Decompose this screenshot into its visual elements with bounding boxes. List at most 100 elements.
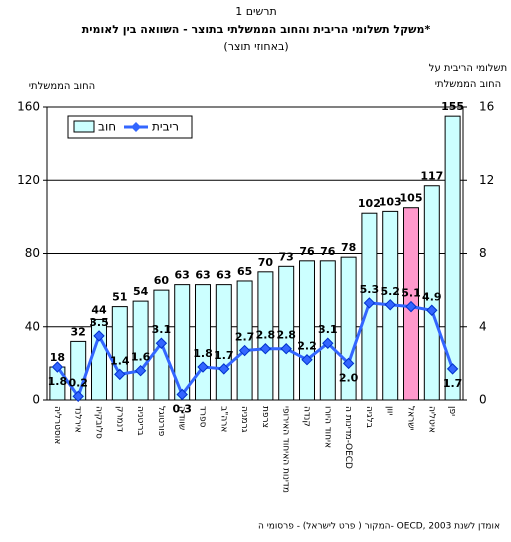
y2-tick-label: 4 bbox=[479, 319, 487, 333]
bar-value-label: 155 bbox=[441, 100, 464, 113]
bar-value-label: 102 bbox=[358, 197, 381, 210]
line-marker bbox=[301, 354, 313, 366]
line-value-label: 5.1 bbox=[401, 287, 421, 300]
line-value-label: 2.8 bbox=[256, 329, 276, 342]
line-value-label: 1.8 bbox=[193, 347, 213, 360]
x-tick-label: ארה"ב bbox=[218, 406, 228, 432]
line-marker bbox=[446, 363, 459, 375]
bar-value-label: 78 bbox=[341, 241, 356, 254]
legend-swatch bbox=[73, 120, 95, 133]
x-tick-label: שוודיה bbox=[177, 406, 187, 430]
x-tick-label: גרמניה bbox=[239, 406, 249, 433]
line-marker bbox=[197, 361, 209, 373]
x-tick-label: יוון bbox=[385, 406, 395, 415]
y2-axis-label: החוב הממשלתי bbox=[435, 79, 501, 90]
bar bbox=[215, 284, 232, 401]
line-value-label: 4.9 bbox=[422, 290, 442, 303]
line-marker bbox=[363, 297, 376, 309]
line-marker bbox=[426, 304, 438, 316]
line-value-label: 2.0 bbox=[339, 371, 359, 384]
x-tick-label: ספרד bbox=[198, 406, 208, 428]
y2-tick-label: 0 bbox=[479, 393, 487, 407]
legend-label: חוב bbox=[98, 120, 116, 134]
x-tick-label: בלגיה bbox=[364, 406, 374, 428]
legend-label: ריבית bbox=[152, 120, 179, 134]
y2-tick-label: 16 bbox=[479, 100, 494, 114]
x-tick-label: ישראל bbox=[406, 406, 416, 431]
line-value-label: 0.2 bbox=[68, 376, 88, 389]
line-marker bbox=[342, 357, 355, 370]
bar-value-label: 117 bbox=[420, 170, 443, 183]
x-tick-label: בריטניה bbox=[135, 406, 145, 436]
x-tick-label: דנמרק bbox=[114, 406, 124, 432]
bar bbox=[444, 115, 461, 401]
line-value-label: 1.6 bbox=[131, 351, 151, 364]
line-marker bbox=[259, 343, 272, 355]
bar-value-label: 103 bbox=[379, 195, 402, 208]
bar-value-label: 51 bbox=[112, 291, 127, 304]
bar-value-label: 105 bbox=[400, 192, 423, 205]
x-tick-label: פורטוגל bbox=[156, 406, 166, 437]
bar bbox=[423, 185, 440, 401]
line-value-label: 1.4 bbox=[110, 354, 130, 367]
line-value-label: 0.3 bbox=[172, 403, 192, 416]
chart-subtitle: (באחוזי תוצר) bbox=[223, 40, 288, 53]
line-marker bbox=[238, 344, 251, 357]
bar-value-label: 76 bbox=[299, 245, 315, 258]
line-value-label: 5.2 bbox=[380, 285, 400, 298]
bar-value-label: 63 bbox=[195, 269, 210, 282]
bar-value-label: 73 bbox=[279, 250, 294, 263]
bar-value-label: 63 bbox=[175, 269, 190, 282]
line-marker bbox=[322, 337, 334, 349]
line-value-label: 3.1 bbox=[318, 323, 338, 336]
x-tick-label: אוסטרליה bbox=[52, 406, 62, 444]
line-marker bbox=[72, 390, 84, 403]
bar bbox=[257, 271, 274, 401]
bar-value-label: 76 bbox=[320, 245, 336, 258]
line-value-label: 3.1 bbox=[152, 323, 172, 336]
line-value-label: 5.3 bbox=[360, 283, 380, 296]
x-tick-label: אירלנד bbox=[73, 406, 83, 433]
legend-swatch bbox=[131, 122, 141, 132]
line-marker bbox=[384, 299, 396, 311]
x-tick-label: סלובקיה bbox=[94, 406, 104, 439]
line-marker bbox=[176, 388, 188, 401]
x-tick-label: מדינות ה-OECD bbox=[343, 406, 353, 469]
x-tick-label: מדינות האיחוד האירופי bbox=[281, 406, 291, 493]
line-value-label: 3.5 bbox=[89, 316, 109, 329]
bar bbox=[132, 300, 149, 401]
bar-value-label: 65 bbox=[237, 265, 252, 278]
bar-value-label: 70 bbox=[258, 256, 274, 269]
y-axis-label: החוב הממשלתי bbox=[29, 81, 95, 92]
bar-value-label: 63 bbox=[216, 269, 231, 282]
bar bbox=[278, 265, 295, 401]
y2-tick-label: 8 bbox=[479, 246, 487, 260]
line-value-label: 1.8 bbox=[48, 375, 68, 388]
x-tick-label: איטליה bbox=[426, 406, 436, 433]
line-marker bbox=[155, 337, 168, 349]
bar bbox=[195, 284, 211, 401]
y-tick-label: 40 bbox=[25, 319, 40, 333]
line-value-label: 2.8 bbox=[276, 329, 296, 342]
x-tick-label: צרפת bbox=[260, 406, 270, 428]
bar bbox=[111, 306, 128, 401]
line-marker bbox=[218, 363, 230, 375]
line-marker bbox=[405, 300, 417, 313]
bar bbox=[236, 280, 253, 401]
bar bbox=[299, 260, 315, 401]
chart-label: תרשים 1 bbox=[235, 5, 277, 18]
bar bbox=[319, 260, 336, 401]
y-tick-label: 120 bbox=[17, 173, 40, 187]
y-tick-label: 160 bbox=[17, 100, 40, 114]
line-value-label: 2.7 bbox=[235, 331, 255, 344]
line-marker bbox=[114, 368, 126, 381]
line-marker bbox=[93, 330, 105, 342]
line-marker bbox=[51, 361, 64, 373]
line-value-label: 1.7 bbox=[214, 349, 234, 362]
y-tick-label: 0 bbox=[32, 393, 40, 407]
line-marker bbox=[134, 364, 147, 377]
bar-value-label: 60 bbox=[154, 274, 170, 287]
chart-title: משקל תשלומי הריבית והחוב הממשלתי בתוצר -… bbox=[82, 23, 431, 36]
y2-tick-label: 12 bbox=[479, 173, 494, 187]
